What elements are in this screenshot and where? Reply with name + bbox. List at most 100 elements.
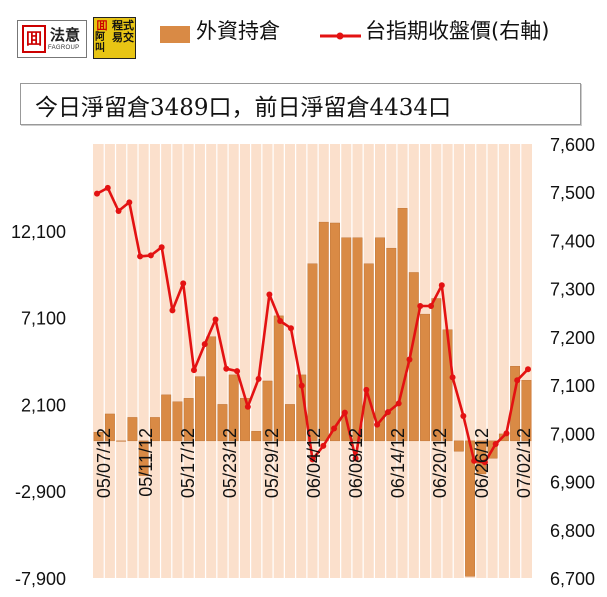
line-point: [147, 252, 154, 259]
bar: [386, 247, 397, 442]
left-tick-label: 2,100: [21, 395, 66, 415]
logo-subtitle: FAGROUP: [48, 45, 80, 51]
line-point: [180, 280, 187, 287]
left-tick-label: 7,100: [21, 309, 66, 329]
bar: [521, 380, 532, 442]
x-tick-label: 05/29/12: [262, 428, 282, 498]
line-point: [384, 409, 391, 416]
bar: [420, 313, 430, 442]
line-point: [352, 455, 359, 462]
bar: [431, 298, 442, 442]
right-tick-label: 6,900: [550, 473, 595, 493]
line-point: [137, 253, 144, 260]
x-tick-label: 06/26/12: [472, 428, 492, 498]
bar: [217, 404, 228, 442]
line-point: [223, 365, 230, 372]
bar: [138, 440, 149, 476]
x-tick-label: 06/14/12: [388, 428, 408, 498]
x-tick-label: 06/08/12: [346, 428, 366, 498]
bar: [161, 394, 172, 442]
right-tick-label: 7,600: [550, 135, 595, 155]
line-point: [244, 403, 251, 410]
line-point: [234, 368, 241, 375]
right-tick-label: 7,200: [550, 328, 595, 348]
bar: [251, 431, 262, 442]
bar: [93, 431, 104, 442]
line-point: [374, 421, 381, 428]
bar: [453, 440, 464, 452]
program-trading-logo: 囬 阿 叫 程式 易交: [93, 17, 136, 59]
line-point: [287, 325, 294, 332]
line-point: [277, 317, 284, 324]
bar: [149, 417, 160, 442]
line-point: [201, 341, 208, 348]
line-point: [115, 208, 122, 215]
bar: [397, 208, 408, 442]
logo2-right-text: 程式 易交: [112, 19, 134, 44]
line-point: [341, 409, 348, 416]
bar: [341, 237, 352, 442]
bar-legend-swatch: [160, 26, 190, 43]
x-tick-label: 06/04/12: [304, 428, 324, 498]
summary-text: 今日淨留倉3489口，前日淨留倉4434口: [35, 95, 452, 121]
line-point: [169, 307, 176, 314]
logo2-badge: 囬: [96, 19, 108, 32]
logo-name: 法意: [50, 26, 81, 44]
line-legend-marker: [336, 32, 344, 40]
logo-badge: 囬: [22, 25, 46, 53]
bar: [330, 222, 340, 442]
line-point: [363, 386, 370, 393]
bar: [285, 404, 295, 442]
bar: [127, 417, 138, 442]
bar: [262, 380, 273, 442]
bar: [510, 366, 521, 442]
x-tick-label: 05/11/12: [136, 428, 156, 497]
x-tick-label: 06/20/12: [430, 428, 450, 498]
right-tick-label: 7,300: [550, 280, 595, 300]
line-point: [266, 291, 273, 298]
line-point: [158, 244, 165, 251]
left-tick-label: -7,900: [15, 569, 66, 589]
bar: [206, 336, 217, 442]
line-point: [212, 316, 219, 323]
x-axis: 05/07/12 05/11/12 05/17/12 05/23/12 05/29/12…: [94, 428, 534, 498]
summary-box: 今日淨留倉3489口，前日淨留倉4434口: [20, 83, 581, 125]
bar-legend-label: 外資持倉: [196, 19, 280, 43]
right-axis: 7,600 7,500 7,400 7,300 7,200 7,100 7,000 6,900…: [550, 135, 595, 589]
bar: [442, 329, 453, 442]
bar: [228, 374, 239, 442]
x-tick-label: 07/02/12: [514, 428, 534, 498]
line-point: [94, 190, 100, 197]
line-point: [438, 282, 445, 289]
line-point: [331, 425, 338, 432]
right-tick-label: 6,700: [550, 569, 595, 589]
line-series: [94, 184, 531, 466]
line-point: [449, 374, 456, 381]
bar: [195, 376, 205, 442]
bar: [318, 221, 329, 442]
line-point: [126, 199, 133, 206]
line-legend-label: 台指期收盤價(右軸): [365, 19, 550, 43]
bar: [172, 401, 183, 442]
fagroup-logo: 囬 法意 FAGROUP: [17, 20, 87, 58]
bar: [375, 237, 385, 442]
line-point: [525, 366, 531, 373]
left-axis: 12,100 7,100 2,100 -2,900 -7,900: [11, 222, 66, 589]
bar: [307, 263, 318, 442]
right-tick-label: 7,100: [550, 376, 595, 396]
line-point: [503, 430, 510, 437]
line-point: [309, 456, 316, 463]
line-point: [492, 440, 499, 447]
bar: [116, 440, 127, 442]
line-point: [481, 459, 488, 466]
line-point: [406, 356, 413, 363]
grid-lines: [103, 144, 522, 578]
x-tick-label: 05/23/12: [220, 428, 240, 498]
right-tick-label: 7,400: [550, 231, 595, 251]
line-point: [395, 400, 402, 407]
line-point: [460, 412, 467, 419]
bar: [104, 413, 115, 442]
bar-series: [93, 208, 532, 577]
logo2-left-text: 阿 叫: [95, 32, 105, 54]
